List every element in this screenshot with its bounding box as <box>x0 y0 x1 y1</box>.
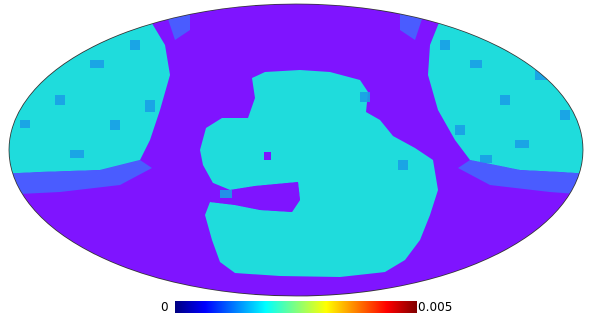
map-dot <box>264 152 271 160</box>
map-edge-pixels <box>20 40 570 198</box>
map-outline <box>8 3 584 297</box>
colorbar-max-label: 0.005 <box>418 300 453 314</box>
map-region-center <box>200 70 438 277</box>
colorbar-min-label: 0 <box>161 300 169 314</box>
map-notch <box>210 182 300 212</box>
colorbar <box>175 301 417 313</box>
